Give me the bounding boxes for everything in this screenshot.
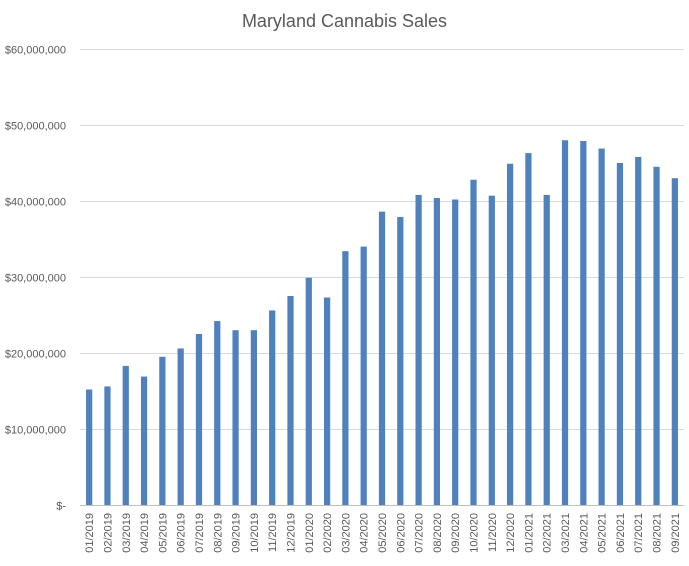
x-tick-label: 08/2021 — [652, 513, 664, 553]
y-tick-label: $40,000,000 — [5, 197, 66, 209]
bar-04-2020 — [360, 246, 367, 505]
x-tick-label: 05/2020 — [377, 513, 389, 553]
bar-06-2020 — [397, 216, 404, 505]
bar-04-2019 — [140, 376, 148, 505]
bar-07-2021 — [635, 156, 642, 506]
bar-01-2021 — [525, 153, 532, 505]
bar-05-2021 — [598, 148, 605, 505]
bar-02-2019 — [104, 386, 111, 505]
x-tick-label: 09/2020 — [450, 513, 462, 553]
bar-11-2020 — [488, 195, 495, 505]
x-tick-label: 06/2019 — [176, 513, 188, 553]
x-tick-label: 08/2020 — [432, 513, 444, 553]
x-tick-label: 12/2019 — [285, 513, 297, 553]
bar-02-2021 — [543, 194, 550, 506]
bar-01-2019 — [86, 389, 93, 505]
bar-10-2019 — [250, 330, 257, 505]
x-tick-label: 01/2019 — [84, 513, 96, 553]
bar-09-2021 — [671, 178, 678, 505]
x-tick-label: 03/2019 — [121, 513, 133, 553]
x-tick-label: 04/2019 — [139, 513, 151, 553]
bar-10-2020 — [470, 179, 477, 505]
bar-09-2019 — [232, 330, 239, 505]
bar-05-2019 — [159, 356, 166, 505]
x-tick-label: 02/2019 — [102, 513, 114, 553]
x-tick-label: 04/2020 — [359, 513, 371, 553]
bar-06-2021 — [616, 163, 624, 505]
x-tick-label: 09/2019 — [231, 513, 243, 553]
x-tick-label: 01/2020 — [304, 513, 316, 553]
x-tick-label: 09/2021 — [670, 513, 682, 553]
x-tick-label: 08/2019 — [212, 513, 224, 553]
bar-03-2021 — [561, 140, 569, 505]
x-tick-label: 07/2021 — [633, 513, 645, 553]
bar-07-2019 — [195, 334, 203, 505]
x-tick-label: 05/2021 — [597, 513, 609, 553]
bar-02-2020 — [323, 297, 331, 505]
x-tick-label: 12/2020 — [505, 513, 517, 553]
x-tick-label: 05/2019 — [157, 513, 169, 553]
bar-12-2020 — [507, 163, 514, 505]
bar-05-2020 — [378, 211, 386, 505]
bar-07-2020 — [415, 194, 422, 506]
x-tick-label: 02/2020 — [322, 513, 334, 553]
x-tick-label: 07/2019 — [194, 513, 206, 553]
y-tick-label: $50,000,000 — [5, 121, 66, 133]
x-axis-tick-labels: 01/2019 02/2019 03/2019 04/2019 05/2019 06/20… — [84, 513, 682, 553]
x-tick-label: 01/2021 — [523, 513, 535, 553]
bar-01-2020 — [305, 277, 312, 505]
x-tick-label: 06/2020 — [395, 513, 407, 553]
x-tick-label: 06/2021 — [615, 513, 627, 553]
bar-09-2020 — [452, 199, 459, 506]
bars — [86, 140, 678, 506]
bar-03-2019 — [122, 365, 129, 505]
y-tick-label: $20,000,000 — [5, 349, 66, 361]
bar-11-2019 — [269, 310, 276, 505]
chart-title: Maryland Cannabis Sales — [242, 11, 447, 31]
bar-08-2020 — [433, 197, 441, 505]
y-tick-label: $10,000,000 — [5, 425, 66, 437]
x-tick-label: 07/2020 — [414, 513, 426, 553]
bar-03-2020 — [342, 251, 349, 505]
bar-04-2021 — [580, 140, 587, 505]
x-tick-label: 04/2021 — [578, 513, 590, 553]
x-tick-label: 03/2021 — [560, 513, 572, 553]
y-tick-label: $60,000,000 — [5, 45, 66, 57]
bar-08-2021 — [653, 166, 660, 506]
y-tick-label: $- — [56, 501, 66, 513]
x-tick-label: 10/2020 — [469, 513, 481, 553]
x-tick-label: 11/2019 — [267, 513, 279, 552]
x-tick-label: 11/2020 — [487, 513, 499, 552]
bar-06-2019 — [177, 348, 184, 505]
y-tick-label: $30,000,000 — [5, 273, 66, 285]
x-tick-label: 10/2019 — [249, 513, 261, 553]
bar-08-2019 — [214, 321, 221, 505]
x-tick-label: 03/2020 — [340, 513, 352, 553]
x-tick-label: 02/2021 — [542, 513, 554, 553]
y-axis-tick-labels: $- $10,000,000 $20,000,000 $30,000,000 $40,0… — [5, 45, 67, 513]
bar-12-2019 — [287, 296, 294, 505]
